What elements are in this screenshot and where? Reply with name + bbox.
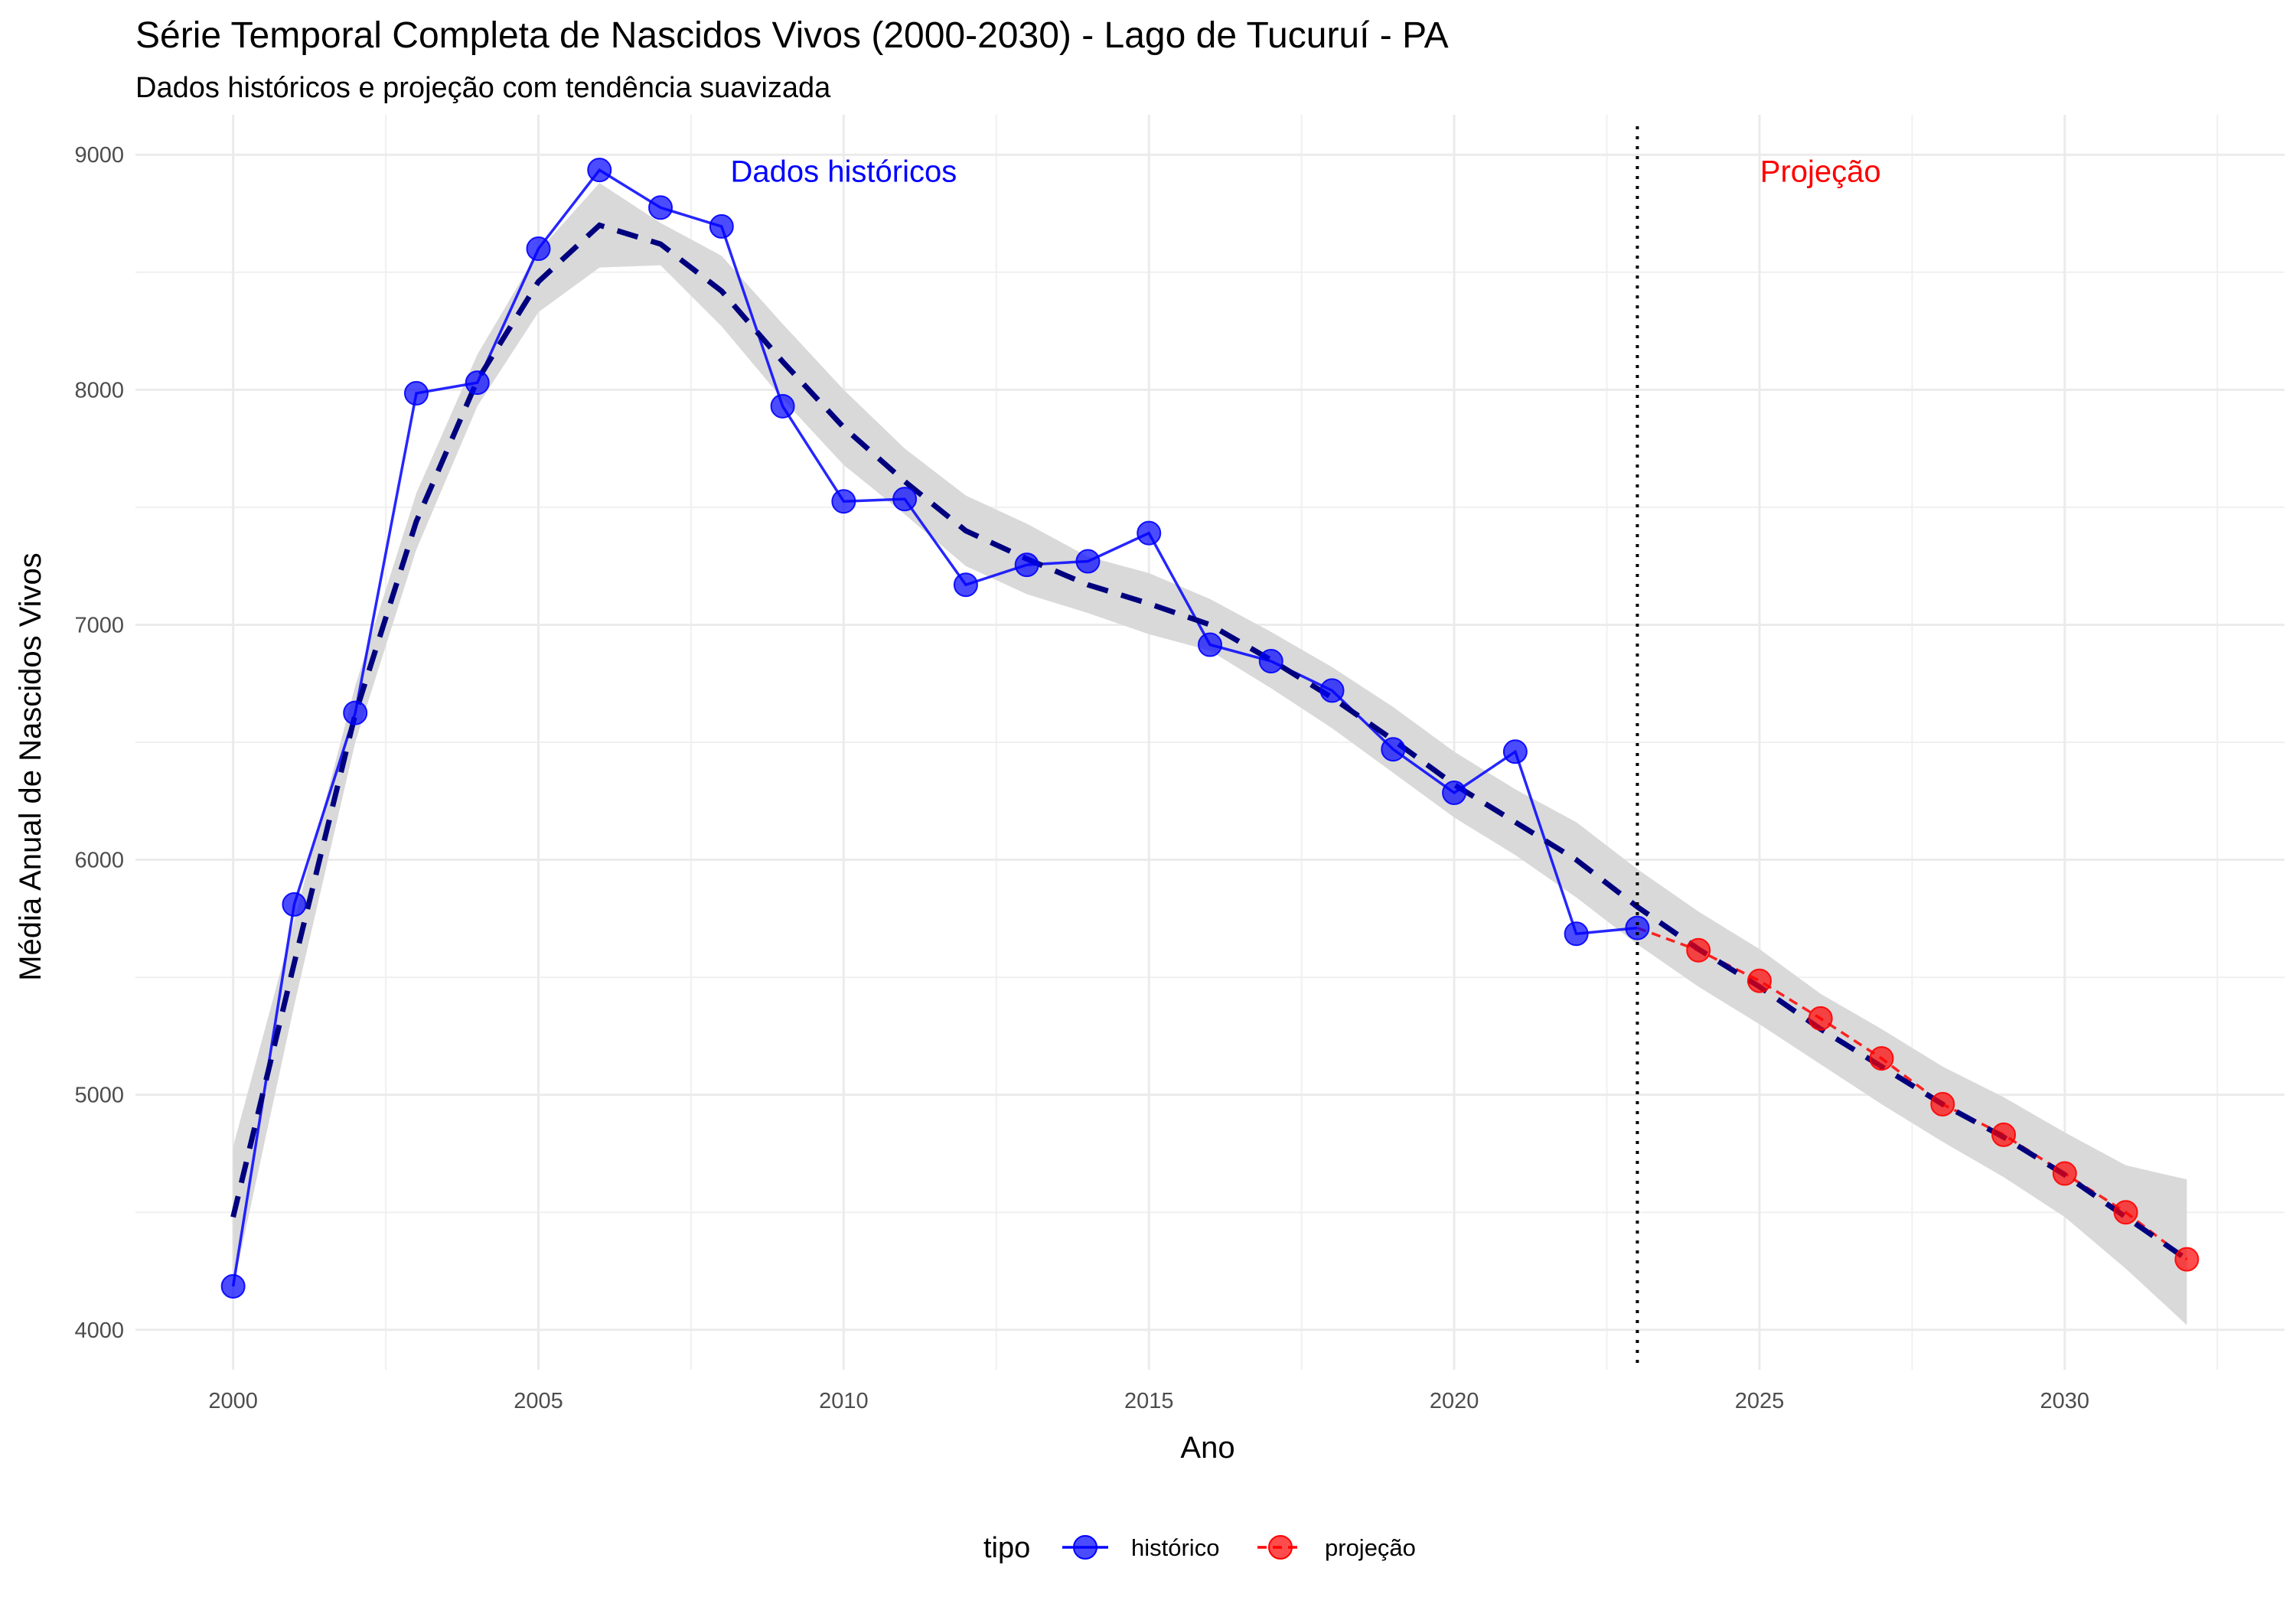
data-point-historico — [1502, 739, 1528, 764]
data-point-historico — [953, 572, 978, 598]
x-tick-label: 2025 — [1735, 1389, 1785, 1413]
legend-label-projecao: projeção — [1325, 1534, 1416, 1561]
y-tick-label: 6000 — [74, 849, 124, 873]
data-point-historico — [587, 158, 612, 183]
legend-title: tipo — [983, 1532, 1030, 1564]
y-axis-title: Média Anual de Nascidos Vivos — [14, 553, 47, 981]
data-point-historico — [526, 236, 551, 262]
data-point-projecao — [2113, 1200, 2138, 1225]
data-point-historico — [1442, 781, 1467, 806]
data-point-historico — [343, 700, 368, 725]
data-point-projecao — [1991, 1122, 2017, 1147]
x-tick-label: 2015 — [1124, 1389, 1174, 1413]
data-point-historico — [1014, 553, 1039, 578]
annotation-projection: Projeção — [1760, 155, 1881, 189]
legend: tipo histórico projeção — [983, 1532, 1416, 1564]
data-point-historico — [892, 487, 918, 512]
data-point-historico — [282, 892, 307, 917]
y-tick-label: 7000 — [74, 613, 124, 637]
data-point-historico — [220, 1273, 246, 1299]
data-point-historico — [648, 195, 673, 220]
data-point-historico — [1137, 520, 1162, 546]
plot-area: 2000 2005 2010 2015 2020 2025 2030 4000 5000 6000… — [74, 115, 2285, 1413]
data-point-projecao — [1869, 1046, 1894, 1071]
annotation-historical: Dados históricos — [731, 155, 957, 189]
y-tick-label: 5000 — [74, 1084, 124, 1108]
data-point-projecao — [1746, 968, 1772, 993]
x-tick-label: 2020 — [1430, 1389, 1479, 1413]
data-point-projecao — [1686, 937, 1711, 963]
y-tick-label: 8000 — [74, 378, 124, 403]
chart-subtitle: Dados históricos e projeção com tendênci… — [135, 72, 831, 104]
data-point-historico — [1625, 915, 1650, 940]
legend-label-historico: histórico — [1131, 1534, 1219, 1561]
data-point-projecao — [2174, 1247, 2200, 1272]
data-point-projecao — [2052, 1161, 2077, 1186]
y-tick-label: 4000 — [74, 1319, 124, 1343]
legend-key-point-historico — [1073, 1535, 1097, 1560]
data-point-historico — [1075, 549, 1101, 574]
data-point-historico — [1198, 632, 1222, 657]
data-point-historico — [1319, 678, 1345, 703]
legend-key-point-projecao — [1268, 1535, 1293, 1560]
data-point-historico — [465, 370, 490, 396]
trend-confidence-band — [233, 183, 2187, 1325]
chart-title: Série Temporal Completa de Nascidos Vivo… — [135, 15, 1449, 56]
data-point-historico — [831, 489, 856, 514]
x-tick-label: 2000 — [208, 1389, 258, 1413]
x-axis-title: Ano — [1180, 1431, 1234, 1465]
series-line-historico — [231, 168, 1638, 1287]
data-point-historico — [1258, 649, 1283, 674]
data-point-projecao — [1808, 1006, 1833, 1031]
x-tick-label: 2010 — [819, 1389, 869, 1413]
data-point-historico — [709, 214, 734, 239]
x-tick-label: 2030 — [2040, 1389, 2090, 1413]
x-tick-label: 2005 — [514, 1389, 563, 1413]
data-point-historico — [770, 393, 795, 419]
data-point-historico — [1564, 921, 1589, 947]
data-point-historico — [1381, 737, 1406, 762]
data-point-historico — [403, 380, 429, 406]
data-point-projecao — [1930, 1091, 1955, 1116]
y-tick-label: 9000 — [74, 143, 124, 168]
